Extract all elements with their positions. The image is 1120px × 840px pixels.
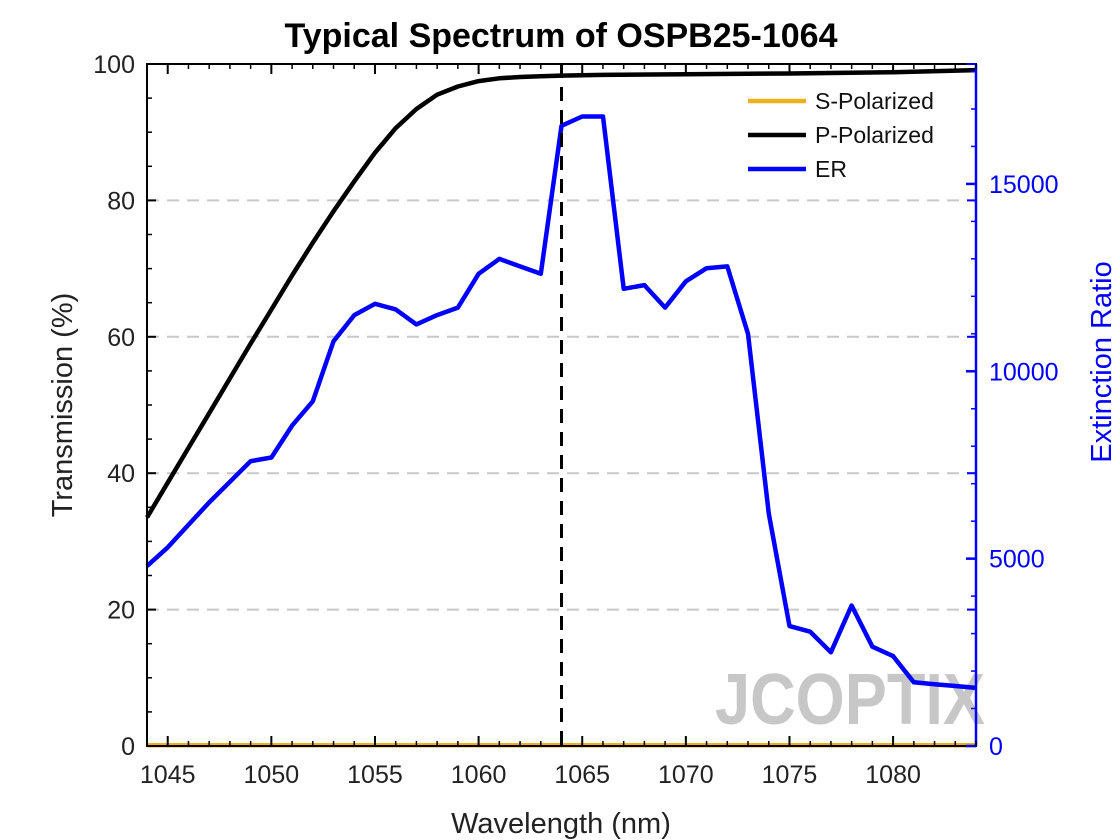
- x-tick-label: 1045: [140, 761, 196, 789]
- left-tick-label: 20: [107, 597, 135, 625]
- legend-label-er: ER: [815, 156, 847, 182]
- x-axis-label: Wavelength (nm): [451, 808, 671, 840]
- grid-lines: [147, 199, 976, 611]
- x-tick-label: 1075: [762, 761, 818, 789]
- x-tick-label: 1070: [658, 761, 714, 789]
- left-tick-label: 80: [107, 187, 135, 215]
- legend-label-p-polarized: P-Polarized: [815, 122, 934, 148]
- x-tick-label: 1080: [865, 761, 921, 789]
- series-p-polarized: [145, 67, 977, 519]
- y-axis-label: Transmission (%): [47, 293, 79, 518]
- legend-label-s-polarized: S-Polarized: [815, 88, 934, 114]
- watermark-text: JCOPTIX: [715, 660, 985, 740]
- left-tick-label: 40: [107, 460, 135, 488]
- series-er: [145, 114, 977, 691]
- x-tick-label: 1055: [347, 761, 403, 789]
- right-tick-label: 0: [989, 733, 1003, 761]
- chart-title: Typical Spectrum of OSPB25-1064: [284, 17, 837, 55]
- right-tick-label: 5000: [989, 546, 1045, 574]
- right-axis-ticks: 0 5000 10000 15000: [966, 70, 1059, 761]
- x-axis-ticks: 1045 1050 1055 1060 1065 1070 1075 1080: [140, 64, 977, 789]
- x-tick-label: 1050: [244, 761, 300, 789]
- left-tick-label: 0: [121, 733, 135, 761]
- left-tick-label: 100: [93, 51, 135, 79]
- right-tick-label: 10000: [989, 358, 1059, 386]
- left-tick-label: 60: [107, 324, 135, 352]
- right-tick-label: 15000: [989, 171, 1059, 199]
- x-tick-label: 1060: [451, 761, 507, 789]
- watermark: JCOPTIX: [715, 660, 985, 740]
- legend: S-Polarized P-Polarized ER: [748, 88, 934, 182]
- left-axis-ticks: 0 20 40 60 80 100: [93, 51, 976, 761]
- y2-axis-label: Extinction Ratio: [1086, 261, 1118, 463]
- x-tick-label: 1065: [554, 761, 610, 789]
